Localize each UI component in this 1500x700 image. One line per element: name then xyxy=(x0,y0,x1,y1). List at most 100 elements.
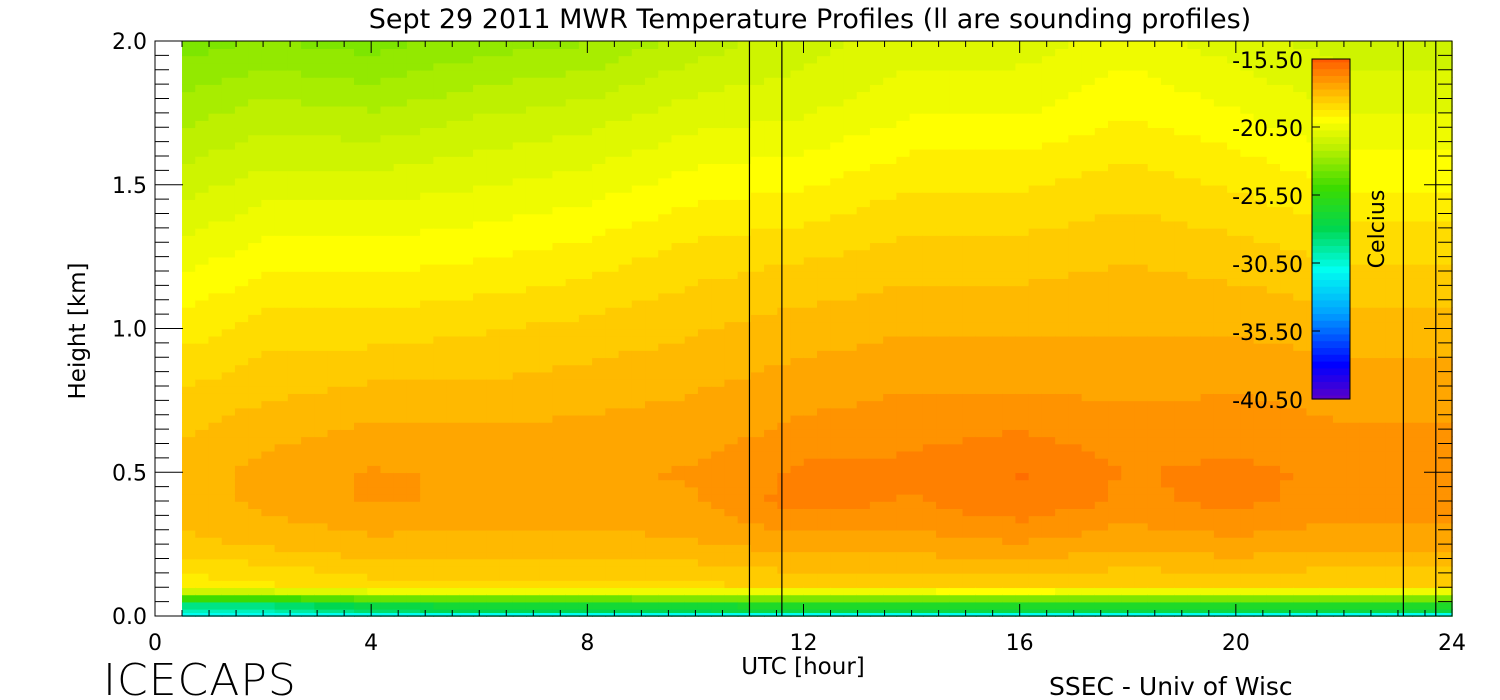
heatmap-cell xyxy=(724,572,739,581)
heatmap-cell xyxy=(962,170,977,179)
heatmap-cell xyxy=(208,112,223,121)
heatmap-cell xyxy=(314,127,329,136)
heatmap-cell xyxy=(803,220,818,229)
heatmap-cell xyxy=(182,529,197,538)
heatmap-cell xyxy=(605,91,620,100)
heatmap-cell xyxy=(724,342,739,351)
heatmap-cell xyxy=(340,256,355,265)
heatmap-cell xyxy=(499,314,514,323)
heatmap-cell xyxy=(764,105,779,114)
heatmap-cell xyxy=(234,242,249,251)
heatmap-cell xyxy=(671,429,686,438)
heatmap-cell xyxy=(764,594,779,603)
heatmap-cell xyxy=(367,421,382,430)
heatmap-cell xyxy=(565,242,580,251)
heatmap-cell xyxy=(671,48,686,57)
heatmap-cell xyxy=(764,98,779,107)
heatmap-cell xyxy=(446,299,461,308)
heatmap-cell xyxy=(1002,450,1017,459)
heatmap-cell xyxy=(486,170,501,179)
heatmap-cell xyxy=(367,256,382,265)
heatmap-cell xyxy=(869,91,884,100)
heatmap-cell xyxy=(552,285,567,294)
heatmap-cell xyxy=(473,112,488,121)
heatmap-cell xyxy=(234,386,249,394)
heatmap-cell xyxy=(354,163,369,172)
heatmap-cell xyxy=(949,271,964,279)
heatmap-cell xyxy=(737,493,752,502)
heatmap-cell xyxy=(936,321,951,330)
heatmap-cell xyxy=(605,450,620,459)
heatmap-cell xyxy=(631,127,646,136)
heatmap-cell xyxy=(909,414,924,423)
heatmap-cell xyxy=(869,41,884,49)
heatmap-cell xyxy=(750,357,765,366)
heatmap-cell xyxy=(406,486,421,495)
heatmap-cell xyxy=(287,206,302,215)
heatmap-cell xyxy=(671,457,686,466)
heatmap-cell xyxy=(473,493,488,502)
heatmap-cell xyxy=(327,357,342,366)
heatmap-cell xyxy=(962,443,977,452)
heatmap-cell xyxy=(790,249,805,258)
heatmap-cell xyxy=(578,436,593,445)
heatmap-cell xyxy=(909,148,924,157)
heatmap-cell xyxy=(896,249,911,258)
heatmap-cell xyxy=(552,220,567,229)
heatmap-cell xyxy=(618,84,633,93)
heatmap-cell xyxy=(684,127,699,136)
heatmap-cell xyxy=(631,522,646,531)
heatmap-cell xyxy=(380,407,395,416)
heatmap-cell xyxy=(301,493,316,502)
heatmap-cell xyxy=(473,529,488,538)
heatmap-cell xyxy=(684,199,699,208)
heatmap-cell xyxy=(750,292,765,301)
heatmap-cell xyxy=(195,342,210,351)
heatmap-cell xyxy=(658,429,673,438)
heatmap-cell xyxy=(393,472,408,481)
heatmap-cell xyxy=(182,350,197,359)
heatmap-cell xyxy=(287,350,302,359)
heatmap-cell xyxy=(473,601,488,610)
heatmap-cell xyxy=(486,41,501,49)
heatmap-cell xyxy=(724,457,739,466)
heatmap-cell xyxy=(605,299,620,308)
heatmap-cell xyxy=(883,41,898,49)
heatmap-cell xyxy=(301,479,316,488)
heatmap-cell xyxy=(393,378,408,387)
heatmap-cell xyxy=(208,472,223,481)
heatmap-cell xyxy=(936,414,951,423)
heatmap-cell xyxy=(446,558,461,567)
heatmap-cell xyxy=(539,220,554,229)
heatmap-cell xyxy=(830,335,845,344)
heatmap-cell xyxy=(988,342,1004,351)
heatmap-cell xyxy=(737,472,752,481)
heatmap-cell xyxy=(843,472,858,481)
heatmap-cell xyxy=(830,350,845,359)
heatmap-cell xyxy=(922,299,937,308)
heatmap-cell xyxy=(949,235,964,244)
heatmap-cell xyxy=(221,235,236,244)
heatmap-cell xyxy=(949,62,964,71)
heatmap-cell xyxy=(737,278,752,287)
heatmap-cell xyxy=(883,227,898,236)
heatmap-cell xyxy=(552,342,567,351)
heatmap-cell xyxy=(340,76,355,85)
heatmap-cell xyxy=(221,105,236,114)
heatmap-cell xyxy=(724,479,739,488)
heatmap-cell xyxy=(922,177,937,186)
heatmap-cell xyxy=(367,587,382,596)
heatmap-cell xyxy=(975,587,990,596)
heatmap-cell xyxy=(684,551,699,560)
heatmap-cell xyxy=(896,601,911,610)
heatmap-cell xyxy=(896,544,911,553)
heatmap-cell xyxy=(684,493,699,502)
heatmap-cell xyxy=(380,479,395,488)
heatmap-cell xyxy=(869,414,884,423)
heatmap-cell xyxy=(459,256,474,265)
heatmap-cell xyxy=(949,580,964,589)
heatmap-cell xyxy=(234,472,249,481)
heatmap-cell xyxy=(367,436,382,445)
heatmap-cell xyxy=(605,407,620,416)
heatmap-cell xyxy=(869,112,884,121)
